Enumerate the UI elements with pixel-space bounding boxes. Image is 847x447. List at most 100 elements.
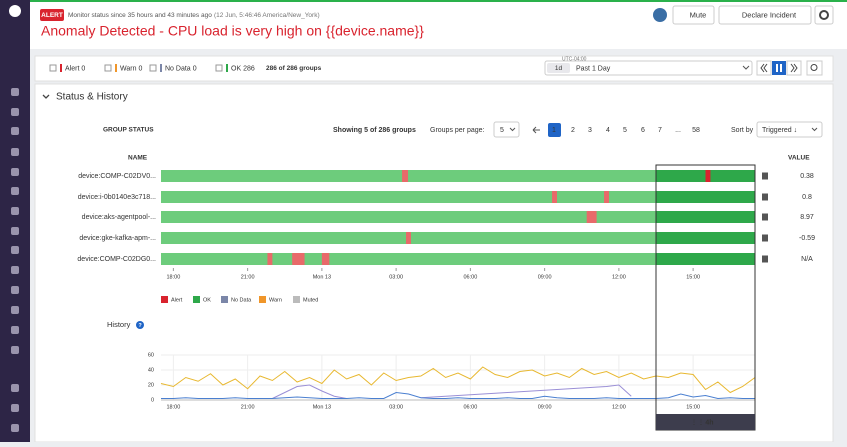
history-x-label: 03:00: [389, 404, 403, 410]
filter-checkbox[interactable]: [215, 64, 223, 72]
filter-checkbox[interactable]: [49, 64, 57, 72]
notebook-icon[interactable]: [762, 255, 768, 263]
nav-icon[interactable]: [11, 187, 19, 195]
history-line: [272, 384, 347, 399]
help-glyph: ?: [138, 323, 142, 329]
nav-icon[interactable]: [11, 108, 19, 116]
y-tick-label: 60: [148, 352, 154, 358]
status-bar: [161, 253, 755, 265]
legend-label: OK: [203, 297, 211, 303]
status-bar: [161, 170, 755, 182]
history-x-label: Mon 13: [313, 404, 331, 410]
nav-icon[interactable]: [11, 88, 19, 96]
y-tick-label: 40: [148, 367, 154, 373]
dropdown-arrow: [509, 127, 516, 132]
prev-page[interactable]: [532, 126, 540, 134]
alert-segment: [705, 170, 711, 182]
legend-label: No Data: [231, 297, 252, 303]
alert-segment: [586, 211, 597, 223]
avatar[interactable]: [653, 8, 667, 22]
tick-label: 12:00: [612, 274, 626, 280]
filter-count: 0: [138, 65, 142, 72]
help-icon[interactable]: [136, 321, 144, 329]
notebook-icon[interactable]: [762, 172, 768, 180]
notebook-icon[interactable]: [762, 193, 768, 201]
sort-select[interactable]: [756, 121, 823, 138]
pause-button[interactable]: [772, 61, 786, 75]
group-name: device:COMP-C02DV0...: [78, 173, 156, 180]
status-bar-selected: [656, 211, 755, 223]
nav-icon[interactable]: [11, 424, 19, 432]
page-number[interactable]: 1: [552, 127, 556, 134]
group-value: N/A: [801, 256, 813, 263]
page-number[interactable]: 3: [588, 127, 592, 134]
gear-icon: [819, 10, 829, 20]
page-number[interactable]: 2: [571, 127, 575, 134]
filter-swatch: [115, 64, 117, 72]
page-number[interactable]: 7: [658, 127, 662, 134]
page-number[interactable]: ...: [675, 127, 681, 134]
filter-checkbox[interactable]: [104, 64, 112, 72]
nav-icon[interactable]: [11, 148, 19, 156]
legend-label: Alert: [171, 297, 183, 303]
zoom-button[interactable]: [806, 60, 823, 76]
selection-handle[interactable]: [656, 414, 755, 430]
alert-segment: [402, 170, 409, 182]
nav-icon[interactable]: [11, 168, 19, 176]
history-x-label: 12:00: [612, 404, 626, 410]
page-number[interactable]: 6: [641, 127, 645, 134]
page-number[interactable]: 5: [623, 127, 627, 134]
nav-icon[interactable]: [11, 404, 19, 412]
nav-icon[interactable]: [11, 306, 19, 314]
nav-icon[interactable]: [11, 384, 19, 392]
dropdown-arrow: [811, 127, 818, 132]
tick-label: Mon 13: [313, 274, 331, 280]
per-page-label: Groups per page:: [430, 127, 485, 134]
filter-count: 0: [193, 65, 197, 72]
nav-icon[interactable]: [11, 346, 19, 354]
group-name: device:aks-agentpool-...: [82, 214, 156, 221]
nav-icon[interactable]: [11, 227, 19, 235]
filter-label: OK: [231, 65, 241, 72]
alert-segment: [321, 253, 330, 265]
status-bar-selected: [656, 253, 755, 265]
page-number[interactable]: 4: [606, 127, 610, 134]
group-value: 8.97: [800, 214, 814, 221]
history-label: History: [107, 320, 131, 329]
prev-icon: [760, 63, 768, 73]
nav-icon[interactable]: [11, 286, 19, 294]
nav-icon[interactable]: [11, 326, 19, 334]
page-title: Anomaly Detected - CPU load is very high…: [41, 23, 424, 39]
filter-swatch: [160, 64, 162, 72]
nav-icon[interactable]: [11, 127, 19, 135]
filter-swatch: [60, 64, 62, 72]
time-picker[interactable]: [544, 60, 753, 76]
mute-button[interactable]: [672, 5, 715, 25]
legend-swatch: [193, 296, 200, 303]
settings-button[interactable]: [814, 5, 834, 25]
logo[interactable]: [9, 5, 21, 17]
button-label: Declare Incident: [742, 10, 797, 19]
dropdown-arrow: [742, 65, 750, 70]
nav-icon[interactable]: [11, 246, 19, 254]
nav-icon[interactable]: [11, 266, 19, 274]
group-name: device:i-0b0140e3c718...: [78, 194, 156, 201]
filter-label: Alert: [65, 65, 79, 72]
alert-segment: [406, 232, 411, 244]
tick-label: 03:00: [389, 274, 403, 280]
status-bar-selected: [656, 191, 755, 203]
nav-icon[interactable]: [11, 207, 19, 215]
page-number[interactable]: 58: [692, 127, 700, 134]
filter-checkbox[interactable]: [149, 64, 157, 72]
showing-text: Showing 5 of 286 groups: [333, 127, 416, 134]
range-chip: [547, 63, 570, 73]
declare-button[interactable]: [718, 5, 812, 25]
group-count: 286 of 286 groups: [266, 65, 322, 72]
page-current: [548, 123, 561, 137]
filter-count: 286: [243, 65, 255, 72]
collapse-chevron[interactable]: [42, 94, 50, 99]
notebook-icon[interactable]: [762, 234, 768, 242]
timezone: UTC-04:00: [562, 56, 587, 62]
notebook-icon[interactable]: [762, 213, 768, 221]
per-page-select[interactable]: [493, 121, 520, 138]
